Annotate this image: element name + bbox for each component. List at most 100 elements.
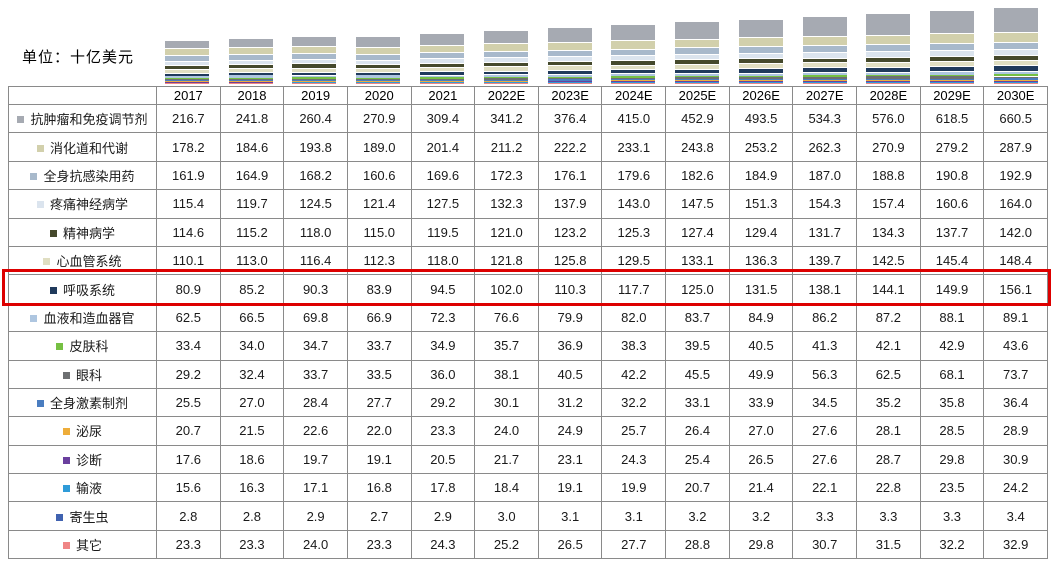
value-cell: 27.0: [219, 387, 285, 418]
value-cell: 21.5: [219, 416, 285, 446]
bar-segment: [802, 76, 847, 79]
value-cell: 43.6: [983, 331, 1048, 361]
table-row: 心血管系统 110.1 113.0 116.4 112.3 118.0 121.8 125.8…: [8, 245, 1048, 276]
bar-segment: [420, 74, 465, 78]
value-cell: 20.5: [410, 444, 476, 475]
table-row: 眼科 29.2 32.4 33.7 33.5 36.0 38.1 40.5 42.2 45.5 49…: [8, 359, 1048, 389]
bar-segment: [547, 81, 592, 83]
bar-segment: [738, 53, 783, 59]
value-cell: 309.4: [410, 103, 476, 134]
bar-segment: [675, 80, 720, 82]
bar-segment: [930, 82, 975, 84]
value-cell: 26.5: [728, 444, 794, 475]
value-cell: 32.2: [919, 529, 985, 560]
value-cell: 117.7: [601, 274, 667, 304]
value-cell: 23.3: [156, 529, 221, 560]
bar-segment: [611, 79, 656, 81]
bar-segment: [292, 63, 337, 68]
stacked-bar-chart: [155, 0, 1048, 84]
bar-segment: [930, 33, 975, 44]
value-cell: 41.3: [792, 331, 858, 361]
value-cell: 279.2: [919, 132, 985, 162]
row-label: 寄生虫: [69, 509, 109, 525]
value-cell: 110.1: [156, 245, 221, 276]
value-cell: 415.0: [601, 103, 667, 134]
year-header: 2030E: [983, 86, 1048, 105]
table-row: 全身激素制剂 25.5 27.0 28.4 27.7 29.2 30.1 31.2 32.2 33…: [8, 387, 1048, 418]
bar-segment: [994, 65, 1039, 72]
value-cell: 20.7: [665, 473, 730, 503]
bar-segment: [420, 33, 465, 45]
value-cell: 148.4: [983, 245, 1048, 276]
value-cell: 160.6: [919, 189, 985, 219]
value-cell: 253.2: [728, 132, 794, 162]
bar-segment: [483, 57, 528, 62]
bar-segment: [611, 48, 656, 55]
year-header: 2018: [219, 86, 285, 105]
value-cell: 21.4: [728, 473, 794, 503]
bar-segment: [164, 60, 209, 65]
value-cell: 83.9: [346, 274, 412, 304]
value-cell: 33.5: [346, 359, 412, 389]
bar-segment: [930, 66, 975, 72]
value-cell: 154.3: [792, 189, 858, 219]
bar-slot: [984, 0, 1048, 84]
bar-segment: [738, 19, 783, 38]
bar-slot: [538, 0, 602, 84]
value-cell: 211.2: [474, 132, 539, 162]
market-data-table: 2017 2018 2019 2020 2021 2022E 2023E 2024E 2025E…: [8, 86, 1048, 560]
year-header: 2025E: [665, 86, 730, 105]
value-cell: 34.5: [792, 387, 858, 418]
table-row: 泌尿 20.7 21.5 22.6 22.0 23.3 24.0 24.9 25.7 26.4 27…: [8, 416, 1048, 446]
value-cell: 27.6: [792, 416, 858, 446]
value-cell: 34.0: [219, 331, 285, 361]
value-cell: 80.9: [156, 274, 221, 304]
bar-slot: [474, 0, 538, 84]
value-cell: 23.3: [219, 529, 285, 560]
value-cell: 33.7: [283, 359, 348, 389]
bar-segment: [802, 82, 847, 84]
bar-segment: [802, 75, 847, 77]
bar-column: [420, 33, 465, 84]
value-cell: 19.1: [537, 473, 603, 503]
bar-segment: [292, 71, 337, 75]
value-cell: 69.8: [283, 302, 348, 333]
value-cell: 39.5: [665, 331, 730, 361]
row-label: 泌尿: [75, 424, 102, 440]
bar-segment: [994, 71, 1039, 75]
bar-segment: [802, 80, 847, 82]
bar-segment: [164, 72, 209, 76]
bar-segment: [866, 81, 911, 83]
value-cell: 56.3: [792, 359, 858, 389]
bar-slot: [410, 0, 474, 84]
bar-segment: [164, 54, 209, 61]
bar-segment: [866, 80, 911, 82]
bar-segment: [930, 11, 975, 34]
value-cell: 82.0: [601, 302, 667, 333]
value-cell: 62.5: [156, 302, 221, 333]
bar-segment: [802, 16, 847, 36]
value-cell: 2.9: [410, 501, 476, 531]
bar-segment: [611, 64, 656, 70]
bar-segment: [675, 53, 720, 60]
value-cell: 160.6: [346, 160, 412, 191]
bar-segment: [994, 79, 1039, 81]
bar-segment: [802, 35, 847, 46]
bar-column: [356, 37, 401, 84]
value-cell: 190.8: [919, 160, 985, 191]
bar-segment: [611, 77, 656, 80]
value-cell: 233.1: [601, 132, 667, 162]
bar-segment: [866, 82, 911, 84]
value-cell: 21.7: [474, 444, 539, 475]
table-row: 其它 23.3 23.3 24.0 23.3 24.3 25.2 26.5 27.7 28.8 29…: [8, 529, 1048, 560]
bar-segment: [164, 80, 209, 82]
bar-segment: [611, 82, 656, 83]
value-cell: 25.4: [665, 444, 730, 475]
bar-segment: [228, 77, 273, 79]
bar-segment: [994, 49, 1039, 55]
bar-segment: [675, 82, 720, 84]
value-cell: 62.5: [856, 359, 921, 389]
value-cell: 16.3: [219, 473, 285, 503]
value-cell: 36.9: [537, 331, 603, 361]
bar-segment: [866, 76, 911, 79]
